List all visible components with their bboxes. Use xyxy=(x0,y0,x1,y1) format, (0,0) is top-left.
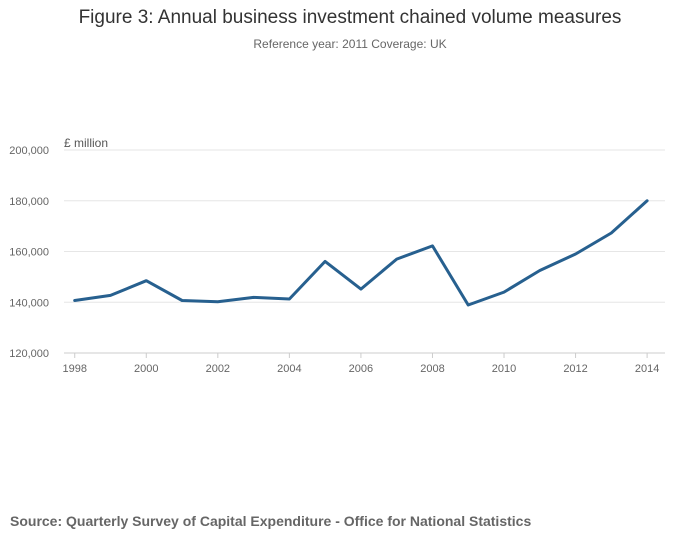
y-tick-label: 120,000 xyxy=(9,348,49,360)
x-tick-label: 2008 xyxy=(420,363,444,375)
y-tick-label: 160,000 xyxy=(9,247,49,259)
y-axis: 120,000 140,000 160,000 180,000 200,000 xyxy=(9,145,49,360)
y-axis-unit-label: £ million xyxy=(64,136,108,150)
x-tick-label: 2014 xyxy=(635,363,659,375)
chart-subtitle: Reference year: 2011 Coverage: UK xyxy=(253,37,447,51)
series-line xyxy=(73,199,649,307)
x-tick-label: 1998 xyxy=(62,363,86,375)
source-note: Source: Quarterly Survey of Capital Expe… xyxy=(10,513,532,529)
y-tick-label: 140,000 xyxy=(9,297,49,309)
x-tick-label: 2006 xyxy=(349,363,373,375)
x-tick-label: 2010 xyxy=(492,363,516,375)
x-axis: 1998 2000 2002 2004 2006 2008 2010 2012 2014 xyxy=(62,353,659,375)
series-lines xyxy=(73,199,649,307)
x-tick-label: 2012 xyxy=(563,363,587,375)
chart-title: Figure 3: Annual business investment cha… xyxy=(78,7,622,28)
gridlines xyxy=(64,149,665,354)
y-tick-label: 180,000 xyxy=(9,196,49,208)
x-tick-label: 2004 xyxy=(277,363,301,375)
y-tick-label: 200,000 xyxy=(9,145,49,157)
x-tick-label: 2002 xyxy=(206,363,230,375)
x-tick-label: 2000 xyxy=(134,363,158,375)
